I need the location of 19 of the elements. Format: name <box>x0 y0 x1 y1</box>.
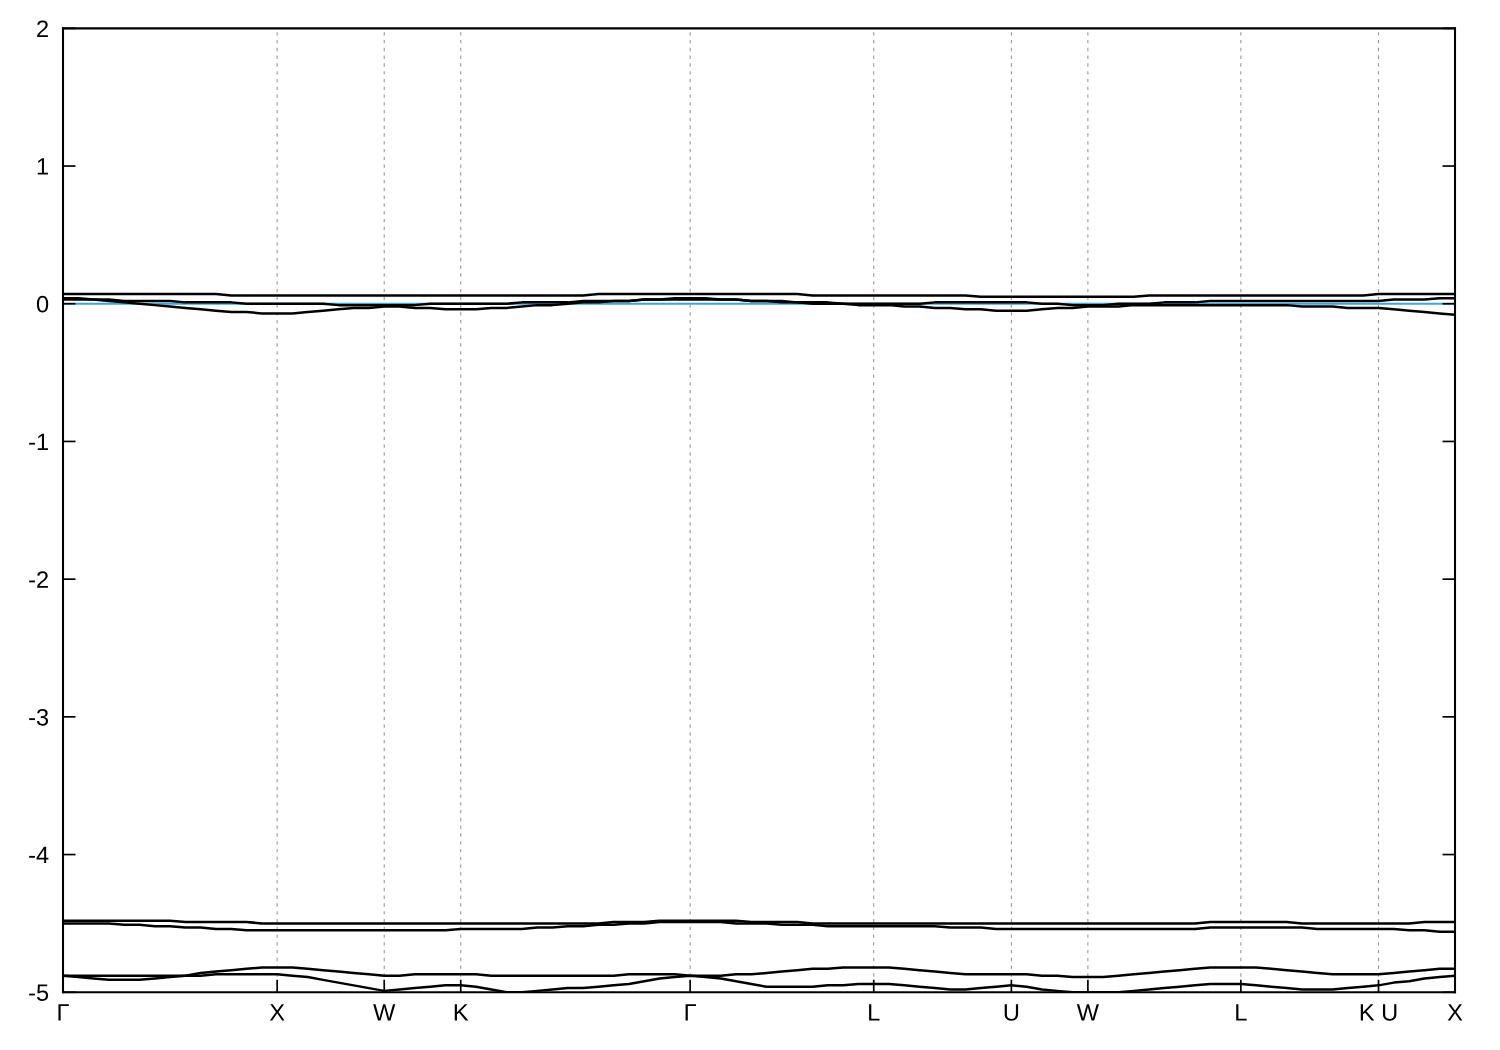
y-tick-label: 1 <box>37 158 48 175</box>
x-tick-label: X <box>1447 1004 1463 1021</box>
x-tick-label: K <box>454 1004 469 1021</box>
x-tick-label: K U <box>1360 1004 1397 1021</box>
x-tick-label: W <box>373 1004 396 1021</box>
x-tick-label: Γ <box>58 1004 69 1021</box>
x-tick-label: L <box>869 1004 880 1021</box>
x-tick-label: X <box>269 1004 285 1021</box>
y-tick-label: 2 <box>37 20 48 37</box>
x-tick-label: W <box>1076 1004 1099 1021</box>
y-tick-label: -3 <box>29 708 49 726</box>
y-tick-label: -4 <box>29 846 49 864</box>
y-tick-label: -2 <box>29 571 48 588</box>
x-tick-label: L <box>1236 1004 1247 1021</box>
x-tick-label: U <box>1004 1004 1019 1021</box>
y-tick-label: -5 <box>29 984 49 1002</box>
y-tick-label: 0 <box>36 295 49 313</box>
y-tick-label: -1 <box>29 433 48 451</box>
x-tick-label: Γ <box>685 1004 697 1021</box>
